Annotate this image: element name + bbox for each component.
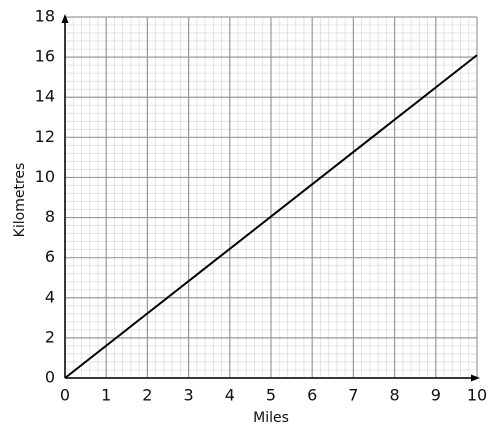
x-tick-label: 4 [225, 386, 235, 405]
x-tick-label: 6 [307, 386, 317, 405]
y-tick-label: 0 [45, 368, 55, 387]
y-axis-title: Kilometres [12, 163, 28, 238]
x-tick-label: 1 [101, 386, 111, 405]
grid [64, 16, 478, 379]
x-tick-label: 0 [60, 386, 70, 405]
y-tick-label: 8 [45, 207, 55, 226]
x-tick-label: 8 [390, 386, 400, 405]
y-axis-arrow [61, 14, 69, 23]
data-line [64, 54, 478, 379]
y-tick-label: 18 [35, 7, 55, 26]
x-axis-title: Miles [253, 410, 289, 426]
x-tick-label: 3 [184, 386, 194, 405]
y-tick-label: 6 [45, 247, 55, 266]
y-tick-label: 16 [35, 47, 55, 66]
x-axis-arrow [471, 374, 480, 382]
y-tick-label: 4 [45, 287, 55, 306]
x-tick-label: 10 [467, 386, 487, 405]
x-tick-label: 2 [142, 386, 152, 405]
y-tick-label: 12 [35, 127, 55, 146]
x-tick-label: 5 [266, 386, 276, 405]
y-tick-label: 2 [45, 327, 55, 346]
x-tick-label: 9 [431, 386, 441, 405]
y-tick-label: 14 [35, 87, 55, 106]
x-tick-label: 7 [348, 386, 358, 405]
y-tick-label: 10 [35, 167, 55, 186]
